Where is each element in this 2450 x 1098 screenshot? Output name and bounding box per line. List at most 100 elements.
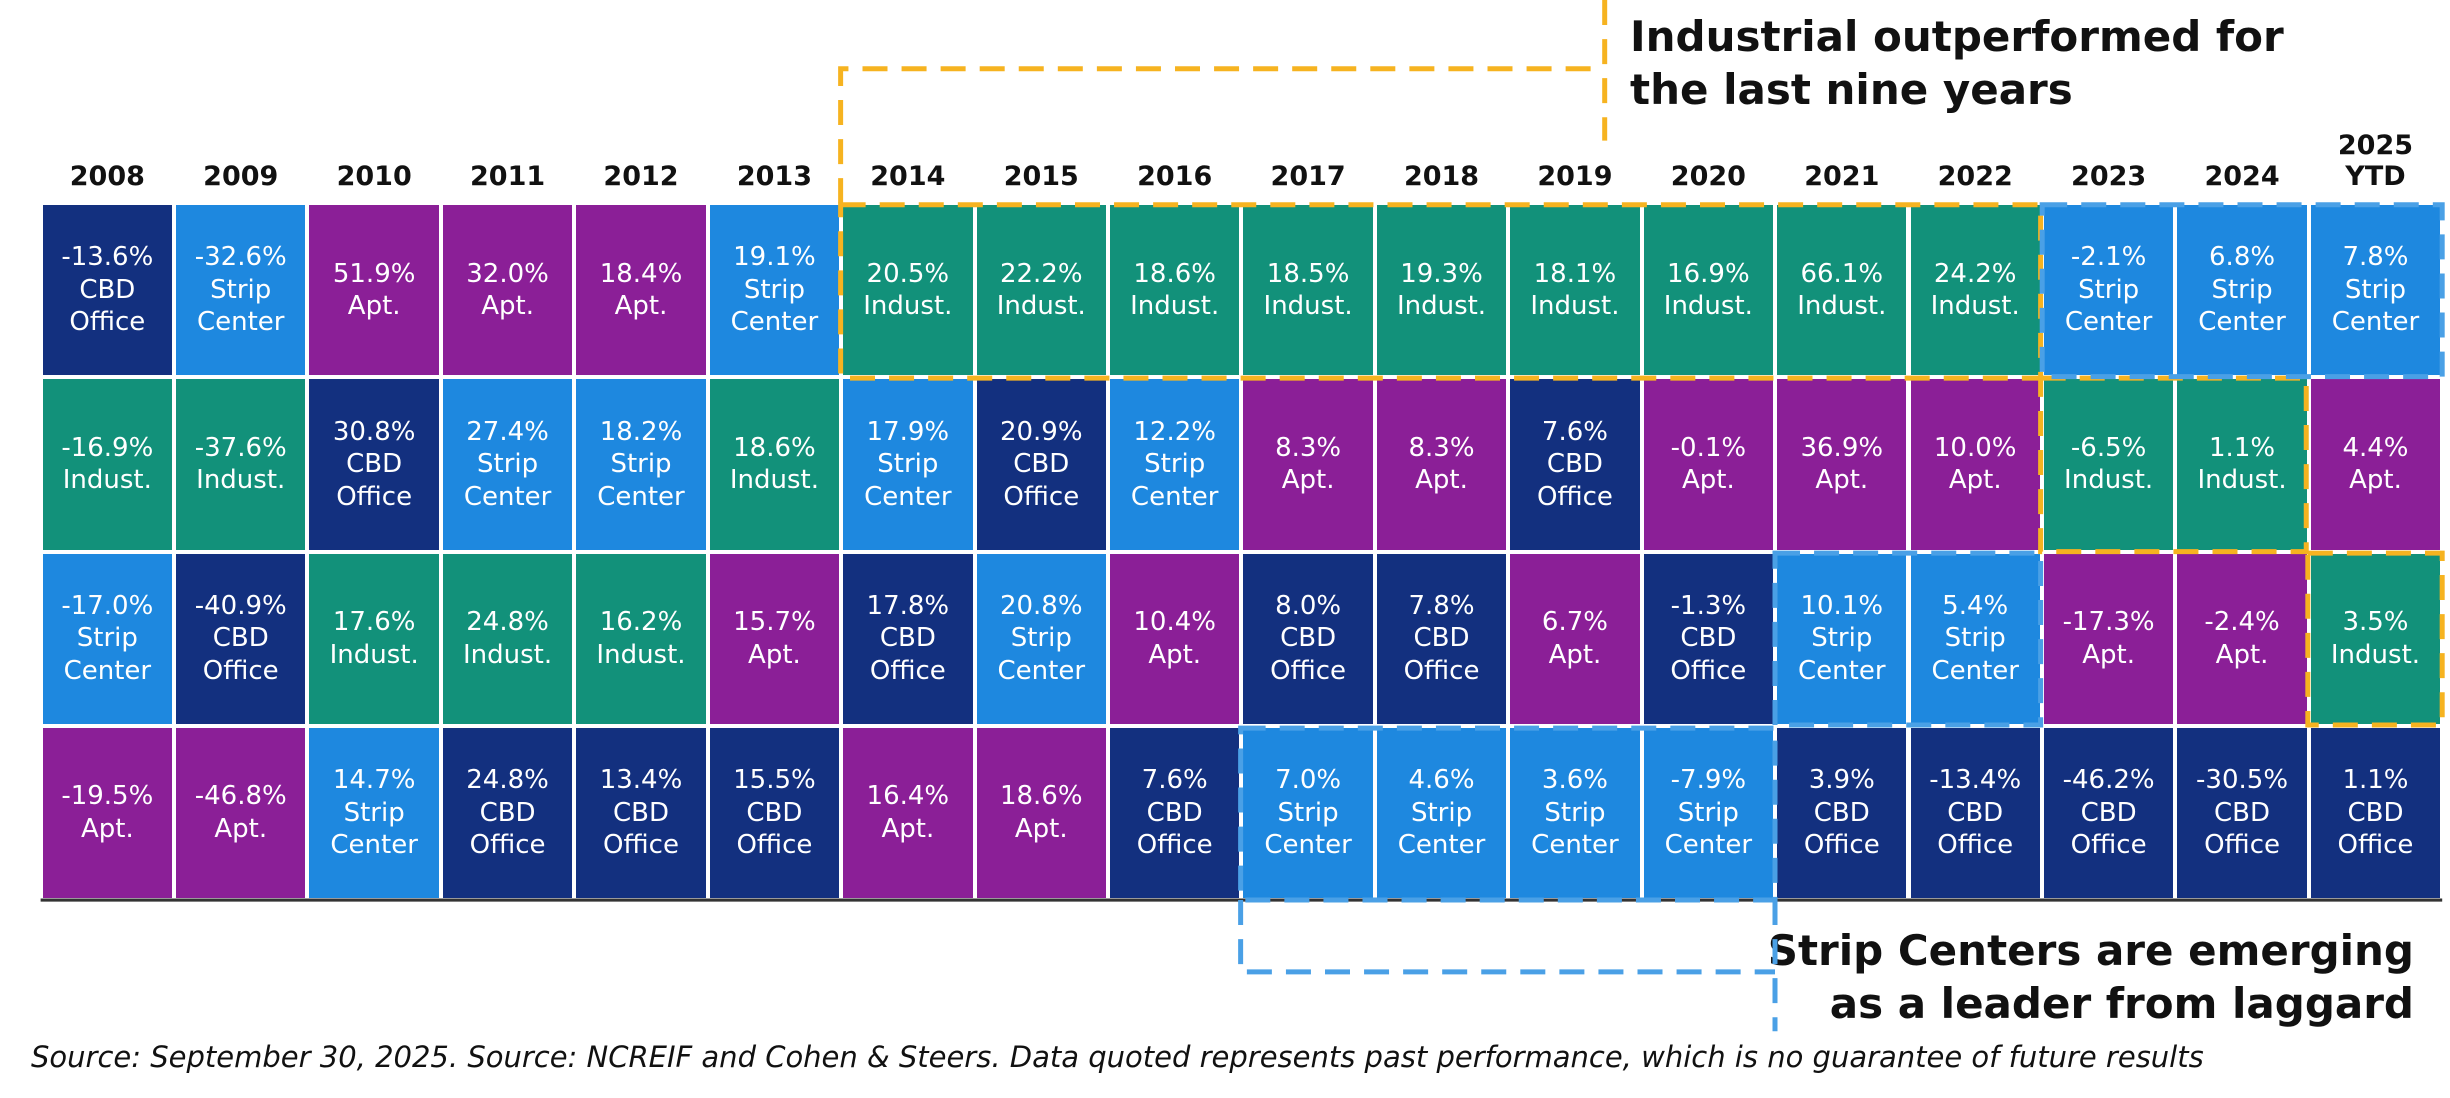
sector-label: CBD Office xyxy=(2070,797,2147,861)
sector-label: CBD Office xyxy=(1803,797,1880,861)
return-cell: 15.5% CBD Office xyxy=(707,725,842,900)
return-value: 18.5% xyxy=(1266,258,1350,289)
year-header: 2010 xyxy=(307,120,440,192)
return-cell: 17.8% CBD Office xyxy=(841,551,975,726)
sector-label: Apt. xyxy=(347,291,401,322)
year-label: 2015 xyxy=(1003,160,1079,192)
return-cell: -40.9% CBD Office xyxy=(174,551,308,726)
return-cell: 7.6% CBD Office xyxy=(1107,725,1242,900)
dash-line xyxy=(1238,900,1775,975)
return-value: 27.4% xyxy=(466,416,549,447)
return-value: 10.4% xyxy=(1133,607,1216,638)
sector-label: CBD Office xyxy=(202,623,279,686)
return-value: 3.9% xyxy=(1808,765,1875,796)
return-value: 19.1% xyxy=(733,242,816,273)
return-cell: 13.4% CBD Office xyxy=(574,725,708,900)
return-value: 12.2% xyxy=(1133,416,1216,447)
year-header: 2019 xyxy=(1508,120,1641,192)
sector-label: Strip Center xyxy=(196,274,285,338)
year-label: 2021 xyxy=(1804,160,1880,192)
sector-label: Apt. xyxy=(214,813,268,844)
sector-label: Apt. xyxy=(1148,639,1202,670)
return-cell: 14.7% Strip Center xyxy=(307,725,441,900)
return-cell: -1.3% CBD Office xyxy=(1641,551,1776,726)
sector-label: Apt. xyxy=(614,291,668,322)
return-cell: 10.4% Apt. xyxy=(1107,551,1242,726)
return-value: -17.0% xyxy=(61,590,154,621)
return-cell: 1.1% CBD Office xyxy=(2308,725,2443,900)
year-header: 2014 xyxy=(841,120,974,192)
sector-label: Apt. xyxy=(80,813,134,844)
sector-label: Strip Center xyxy=(63,623,152,686)
year-header: 2025 YTD xyxy=(2309,120,2442,192)
sector-label: Indust. xyxy=(329,639,419,670)
annotation-line: as a leader from laggard xyxy=(1829,979,2414,1028)
return-value: -17.3% xyxy=(2062,607,2155,638)
return-cell: 18.5% Indust. xyxy=(1241,203,1375,378)
return-value: -37.6% xyxy=(194,432,287,463)
sector-label: Strip Center xyxy=(2064,274,2153,338)
sector-label: Apt. xyxy=(1014,813,1068,844)
return-cell: 15.7% Apt. xyxy=(707,551,842,726)
year-label: 2024 xyxy=(2204,160,2280,192)
return-cell: 10.0% Apt. xyxy=(1908,377,2042,552)
return-cell: -13.6% CBD Office xyxy=(40,203,175,378)
year-header: 2020 xyxy=(1642,120,1775,192)
year-label: 2020 xyxy=(1670,160,1746,192)
return-cell: 17.6% Indust. xyxy=(307,551,441,726)
return-cell: 3.5% Indust. xyxy=(2308,551,2443,726)
sector-label: Apt. xyxy=(481,291,534,322)
year-header: 2018 xyxy=(1375,120,1508,192)
return-cell: 22.2% Indust. xyxy=(974,203,1108,378)
return-cell: 17.9% Strip Center xyxy=(841,377,975,552)
sector-label: CBD Office xyxy=(469,797,546,861)
return-value: 3.5% xyxy=(2342,607,2409,638)
sector-label: Indust. xyxy=(596,639,686,670)
return-value: 16.2% xyxy=(599,607,683,638)
return-cell: 7.6% CBD Office xyxy=(1508,377,1642,552)
sector-label: Apt. xyxy=(1415,465,1468,496)
industrial-annotation: Industrial outperformed for the last nin… xyxy=(1630,10,2284,116)
year-header: 2016 xyxy=(1108,120,1241,192)
return-cell: 8.3% Apt. xyxy=(1374,377,1509,552)
sector-label: CBD Office xyxy=(2337,797,2414,861)
return-value: 4.6% xyxy=(1408,765,1475,796)
return-cell: 16.4% Apt. xyxy=(841,725,975,900)
return-cell: 3.9% CBD Office xyxy=(1775,725,1909,900)
year-label: 2022 xyxy=(1937,160,2013,192)
return-cell: 7.8% CBD Office xyxy=(1374,551,1509,726)
return-value: 20.9% xyxy=(999,416,1083,447)
sector-label: Strip Center xyxy=(1264,797,1352,861)
return-value: 18.4% xyxy=(599,258,683,289)
sector-label: Apt. xyxy=(2349,465,2402,496)
return-value: 24.8% xyxy=(466,765,549,796)
return-value: 7.8% xyxy=(2342,242,2409,273)
return-value: 16.4% xyxy=(866,781,950,812)
return-value: -16.9% xyxy=(61,432,154,463)
year-label: 2014 xyxy=(870,160,946,192)
return-value: -13.4% xyxy=(1929,765,2022,796)
return-value: 51.9% xyxy=(332,258,416,289)
return-cell: 18.1% Indust. xyxy=(1508,203,1642,378)
return-value: 14.7% xyxy=(332,765,416,796)
year-header: 2008 xyxy=(41,120,174,192)
return-cell: -7.9% Strip Center xyxy=(1641,725,1776,900)
return-value: -46.2% xyxy=(2062,765,2155,796)
sector-label: Apt. xyxy=(1281,465,1335,496)
year-header: 2013 xyxy=(708,120,841,192)
return-cell: -17.0% Strip Center xyxy=(40,551,175,726)
return-value: 24.8% xyxy=(466,607,549,638)
return-cell: 8.3% Apt. xyxy=(1241,377,1375,552)
return-value: 18.6% xyxy=(999,781,1083,812)
sector-label: Strip Center xyxy=(1130,449,1219,512)
sector-label: Apt. xyxy=(1548,639,1602,670)
return-value: 18.6% xyxy=(1133,258,1216,289)
sector-label: Strip Center xyxy=(1798,623,1886,686)
sector-label: CBD Office xyxy=(1403,623,1480,686)
year-header: 2009 xyxy=(174,120,307,192)
return-cell: 30.8% CBD Office xyxy=(307,377,441,552)
return-cell: 18.6% Indust. xyxy=(707,377,842,552)
sector-label: CBD Office xyxy=(1136,797,1213,861)
sector-label: Indust. xyxy=(1530,291,1620,322)
